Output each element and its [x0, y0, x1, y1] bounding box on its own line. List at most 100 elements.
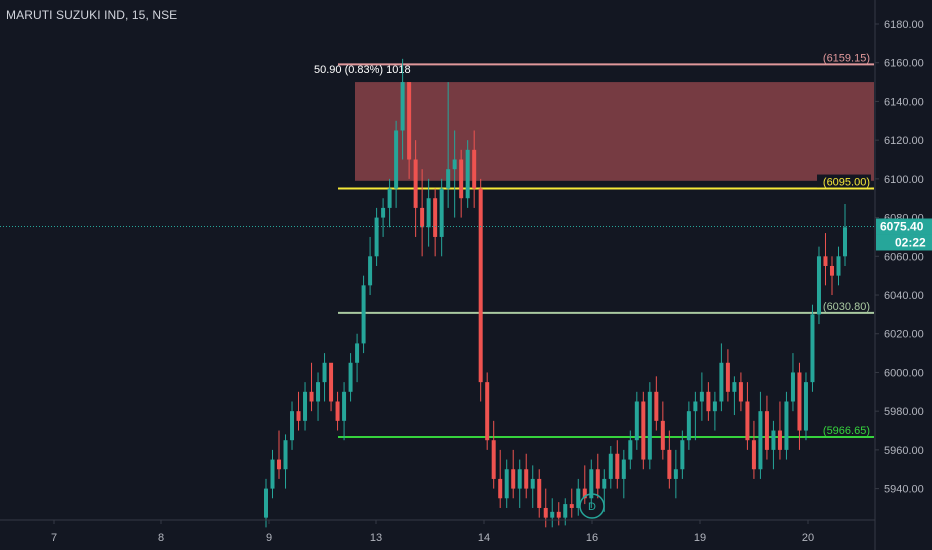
candle-body [621, 459, 626, 479]
x-tick-label: 16 [586, 532, 598, 544]
candle-body [446, 169, 451, 189]
candle [823, 233, 828, 286]
candle [400, 58, 405, 160]
event-markers[interactable]: D [579, 493, 605, 519]
candle-body [309, 391, 314, 402]
candle [556, 502, 561, 526]
y-tick-label: 6060.00 [884, 251, 924, 263]
zone-rect[interactable] [355, 82, 874, 181]
horizontal-levels[interactable]: (6159.15) (6095.00) (6030.80) (5966.65) 50.9… [314, 52, 874, 439]
y-tick-label: 6140.00 [884, 96, 924, 108]
candle-body [803, 382, 808, 431]
candle-body [660, 420, 665, 450]
dividend-marker-icon[interactable]: D [579, 493, 605, 519]
candle-body [413, 159, 418, 208]
level-label: (6159.15) [823, 52, 870, 64]
candle-body [322, 362, 327, 383]
candle-body [790, 372, 795, 402]
candle [439, 178, 444, 257]
candle [296, 391, 301, 431]
candle-body [563, 504, 568, 518]
candle-body [725, 362, 730, 392]
candles [264, 58, 847, 528]
candle-body [764, 411, 769, 450]
candle [446, 82, 451, 208]
candle [322, 353, 327, 402]
x-tick-label: 20 [802, 532, 814, 544]
candle [459, 149, 464, 218]
candle [511, 449, 516, 499]
candle [374, 207, 379, 266]
level-label-bg [817, 174, 871, 188]
candle [654, 376, 659, 431]
candle [524, 453, 529, 499]
y-tick-label: 5980.00 [884, 406, 924, 418]
symbol-title[interactable]: MARUTI SUZUKI IND, 15, NSE [6, 8, 178, 22]
candle [745, 382, 750, 450]
candle [264, 478, 268, 528]
candle-body [797, 372, 802, 431]
last-price-badge [876, 218, 932, 235]
candle-body [771, 430, 776, 450]
candle [764, 395, 769, 460]
candle [836, 246, 841, 286]
candle [537, 469, 542, 518]
y-tick-label: 6120.00 [884, 135, 924, 147]
candle [270, 449, 275, 499]
candle [342, 382, 347, 441]
candle-body [543, 507, 548, 518]
supply-zone[interactable] [355, 82, 874, 181]
candle [387, 178, 392, 228]
candle-body [634, 401, 639, 441]
candle [725, 349, 730, 402]
candle-body [524, 469, 529, 489]
candle-body [361, 285, 366, 344]
last-price-label: 6075.40 [880, 219, 924, 233]
y-tick-label: 6020.00 [884, 329, 924, 341]
candle-body [738, 382, 743, 402]
candle-body [829, 265, 834, 276]
candle [485, 372, 490, 450]
candle-body [530, 478, 535, 489]
candle-body [777, 430, 782, 450]
marker-circle[interactable] [579, 493, 605, 519]
candle [816, 246, 821, 325]
candle-body [686, 411, 691, 441]
candle-body [550, 511, 555, 518]
candle-body [485, 382, 490, 441]
candle [634, 391, 639, 450]
candle [719, 343, 724, 412]
candle-body [517, 469, 522, 489]
candle-body [673, 469, 678, 479]
candle-body [816, 256, 821, 315]
candle [472, 130, 477, 208]
candle [582, 465, 587, 505]
candle [706, 382, 711, 421]
candle-body [680, 440, 685, 470]
candle-body [329, 362, 334, 402]
high-annotation: 50.90 (0.83%) 1018 [314, 64, 411, 76]
candle [738, 372, 743, 412]
candle [420, 169, 425, 257]
candle [316, 372, 321, 421]
candle-body [459, 159, 464, 199]
candle-body [465, 149, 470, 199]
candle [452, 130, 457, 218]
candle-body [420, 207, 425, 228]
candle [699, 372, 704, 421]
candle-body [582, 488, 587, 499]
candle-body [498, 478, 503, 499]
candle-body [589, 469, 594, 499]
candle [628, 430, 633, 470]
level-label: (6095.00) [823, 177, 870, 189]
candle-body [426, 198, 431, 228]
candle [686, 401, 691, 450]
candle-body [277, 459, 282, 470]
candle [563, 498, 568, 526]
candle-body [732, 382, 737, 392]
candle [843, 204, 847, 266]
candle [290, 401, 295, 450]
level-label: (5966.65) [823, 425, 870, 437]
candle [693, 391, 698, 441]
